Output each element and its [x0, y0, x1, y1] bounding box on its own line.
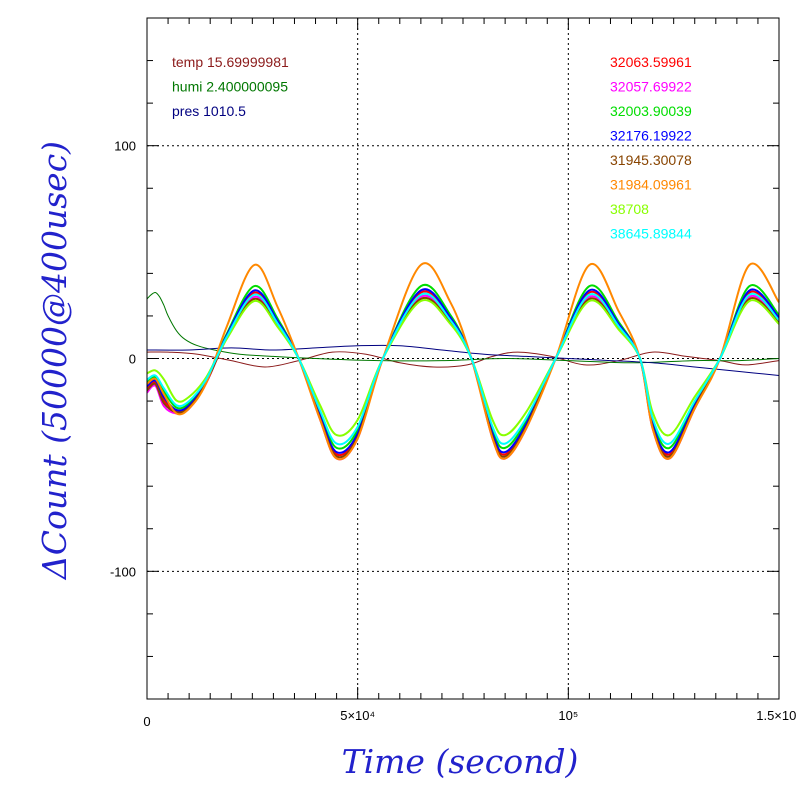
y-axis-title: ΔCount (50000@400usec) [35, 141, 74, 581]
y-tick-label: -100 [110, 564, 136, 579]
x-tick-label: 0 [143, 714, 150, 729]
y-tick-label: 0 [129, 352, 136, 367]
series-legend-item: 38708 [610, 201, 649, 217]
env-line-pres [146, 344, 780, 376]
plot-frame [146, 17, 780, 700]
series-line-7 [146, 292, 780, 446]
env-line-temp [146, 351, 780, 368]
series-legend-item: 38645.89844 [610, 226, 692, 242]
x-axis-title: Time (second) [342, 742, 579, 781]
series-legend-item: 32057.69922 [610, 79, 692, 95]
tick-labels: 0 5×10⁴ 10⁵ 1.5×10⁵ 100 0 -100 [110, 139, 797, 729]
series-legend-item: 32063.59961 [610, 54, 692, 70]
env-legend-item: humi 2.400000095 [172, 79, 288, 95]
legend: temp 15.69999981 humi 2.400000095 pres 101… [172, 54, 692, 242]
series-legend-item: 32003.90039 [610, 103, 692, 119]
plot-area-frame [146, 17, 780, 700]
series-legend-item: 31984.09961 [610, 177, 692, 193]
series-lines [146, 262, 780, 461]
env-legend-item: pres 1010.5 [172, 103, 246, 119]
series-legend-item: 32176.19922 [610, 128, 692, 144]
series-legend-item: 31945.30078 [610, 152, 692, 168]
series-line-5 [146, 262, 780, 461]
y-tick-label: 100 [114, 139, 136, 154]
series-line-6 [146, 298, 780, 437]
x-tick-label: 10⁵ [558, 708, 578, 723]
env-legend-item: temp 15.69999981 [172, 54, 289, 70]
x-tick-label: 1.5×10⁵ [756, 708, 797, 723]
x-tick-label: 5×10⁴ [340, 708, 375, 723]
env-line-humi [146, 291, 780, 364]
